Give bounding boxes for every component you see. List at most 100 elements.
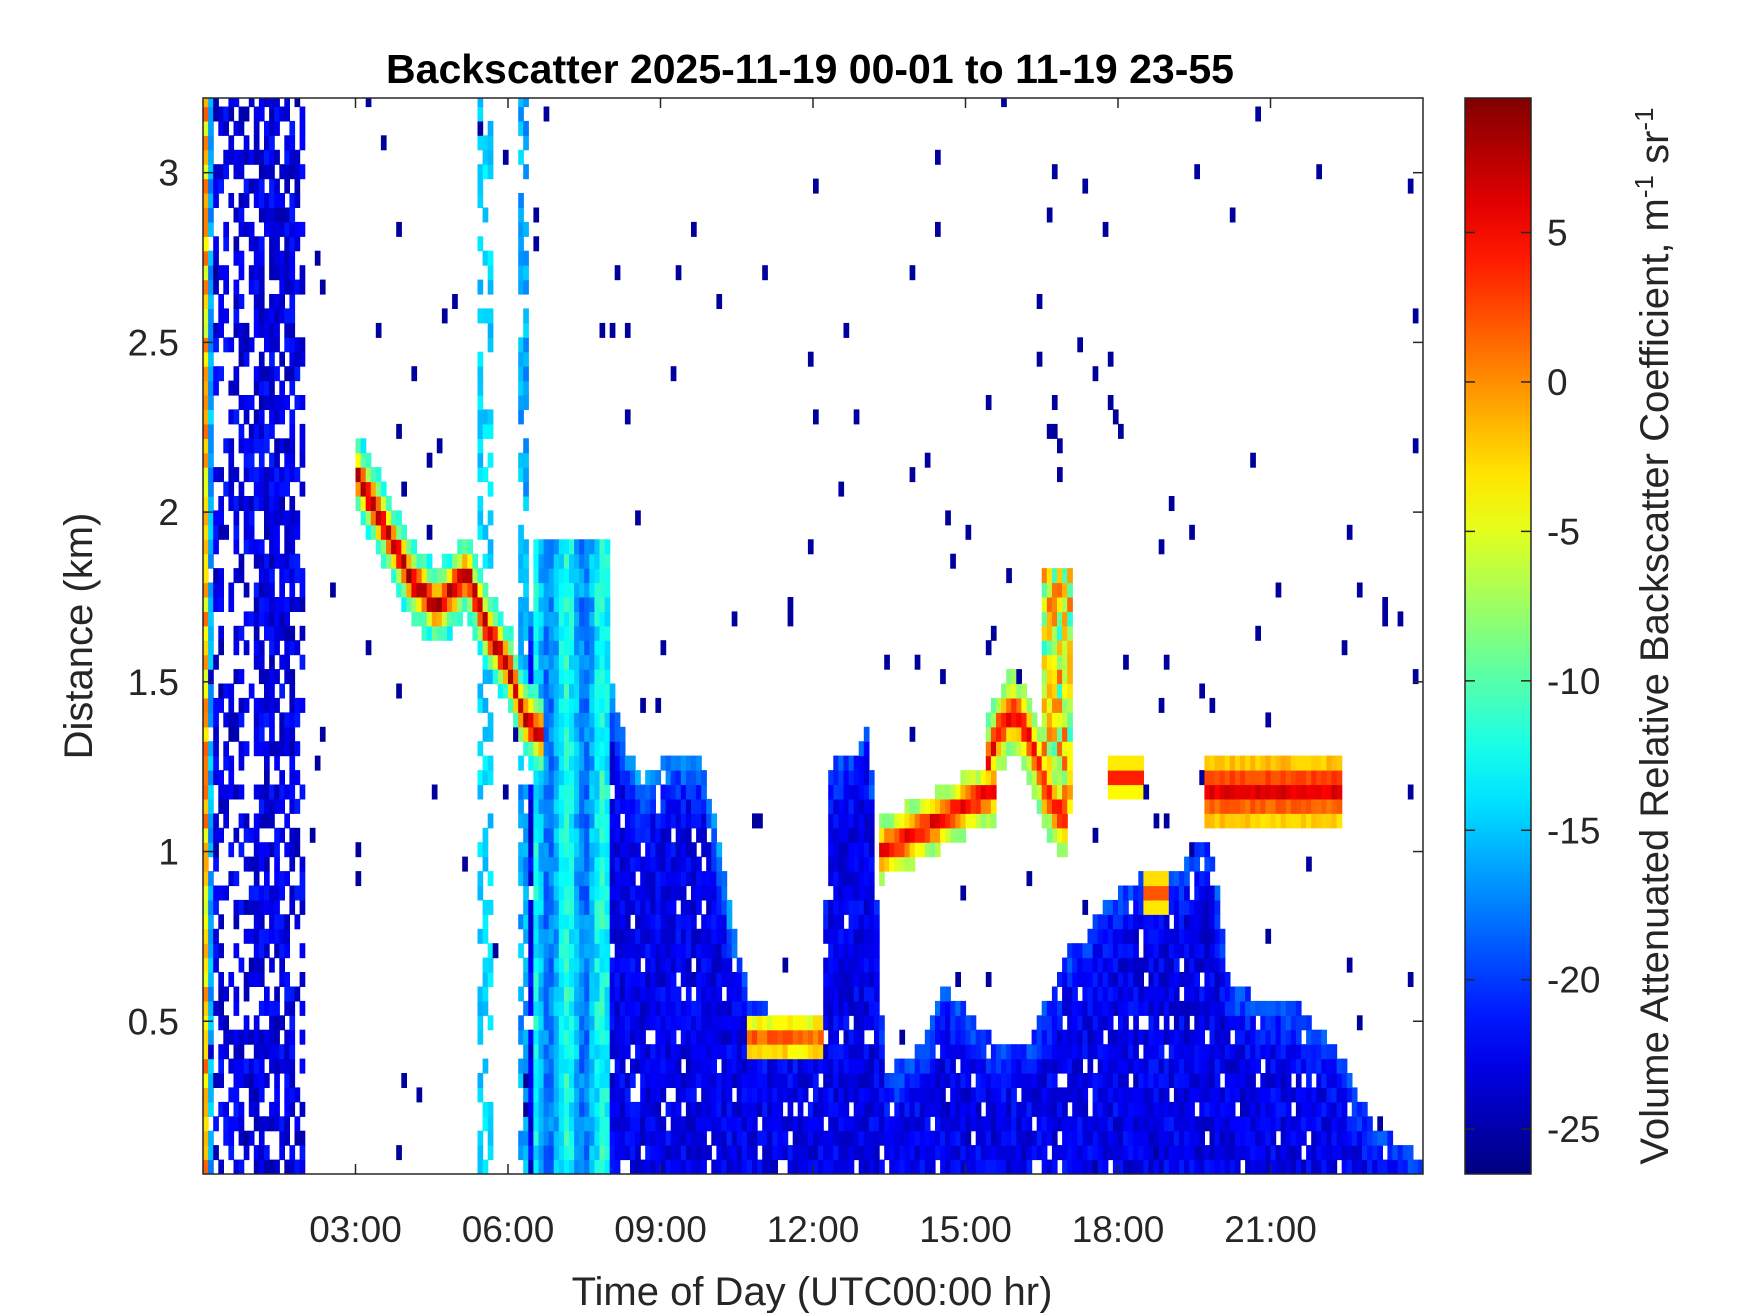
heatmap-cell [833,1073,839,1088]
heatmap-cell [955,1130,961,1146]
heatmap-cell [233,250,240,266]
heatmap-cell [614,712,621,728]
heatmap-cell [203,1000,209,1016]
heatmap-cell [258,669,265,685]
heatmap-cell [665,1058,672,1074]
heatmap-cell [294,914,301,930]
heatmap-cell [813,1145,819,1161]
heatmap-cell [640,1015,646,1031]
heatmap-cell [279,193,285,208]
heatmap-cell [1046,697,1053,713]
heatmap-cell [660,856,667,872]
heatmap-cell [624,1044,631,1060]
heatmap-cell [650,957,656,973]
heatmap-cell [253,943,260,959]
heatmap-cell [279,625,285,641]
heatmap-cell [208,553,214,569]
heatmap-cell [253,1159,260,1174]
heatmap-cell [289,986,296,1002]
heatmap-cell [716,972,723,987]
heatmap-cell [1092,957,1099,973]
heatmap-cell [1321,813,1327,829]
heatmap-cell [716,1159,723,1174]
heatmap-cell [223,524,229,540]
heatmap-cell [1148,957,1155,973]
heatmap-cell [1245,798,1251,814]
heatmap-cell [1001,1130,1007,1146]
heatmap-cell [523,597,529,612]
heatmap-cell [599,1087,606,1103]
heatmap-cell [1224,1116,1231,1132]
heatmap-cell [477,193,484,208]
heatmap-cell [1311,1087,1317,1103]
heatmap-cell [630,928,636,944]
heatmap-cell [563,539,570,555]
heatmap-cell [960,1015,967,1031]
heatmap-cell [914,1101,921,1117]
heatmap-cell [1107,395,1114,410]
heatmap-cell [1087,986,1094,1002]
heatmap-cell [680,827,687,843]
heatmap-cell [1173,957,1180,973]
heatmap-cell [614,770,621,786]
heatmap-cell [858,770,865,786]
heatmap-cell [563,1015,570,1031]
heatmap-cell [1255,1159,1261,1174]
heatmap-cell [731,1159,738,1174]
heatmap-cell [1336,1058,1343,1074]
heatmap-cell [1265,1087,1272,1103]
heatmap-cell [264,1159,270,1174]
heatmap-cell [584,741,590,757]
heatmap-cell [1229,1073,1236,1088]
heatmap-cell [1036,726,1043,742]
heatmap-cell [985,1073,992,1088]
heatmap-cell [589,885,595,901]
heatmap-cell [1072,1101,1078,1117]
heatmap-cell [238,1044,245,1060]
heatmap-cell [630,813,636,829]
heatmap-cell [482,856,489,872]
heatmap-cell [533,1159,540,1174]
heatmap-cell [909,1058,916,1074]
heatmap-cell [1138,755,1144,771]
heatmap-cell [1336,1073,1343,1088]
heatmap-cell [426,553,433,569]
heatmap-cell [563,899,570,915]
heatmap-cell [589,957,595,973]
heatmap-cell [1240,1073,1246,1088]
heatmap-cell [543,813,550,829]
heatmap-cell [604,553,611,569]
heatmap-cell [482,972,489,987]
heatmap-cell [477,1029,484,1045]
heatmap-cell [594,1116,601,1132]
heatmap-cell [1209,1087,1216,1103]
heatmap-cell [518,106,524,122]
heatmap-cell [1041,1058,1048,1074]
heatmap-cell [487,957,494,973]
heatmap-cell [574,813,580,829]
heatmap-cell [1041,1145,1048,1161]
heatmap-cell [563,1073,570,1088]
heatmap-cell [538,1073,545,1088]
heatmap-cell [797,1145,804,1161]
heatmap-cell [670,871,677,887]
y-axis: 0.511.522.53 [128,153,1423,1042]
heatmap-cell [853,1073,860,1088]
heatmap-cell [208,1015,214,1031]
heatmap-cell [1051,1116,1058,1132]
heatmap-cell [1006,1145,1012,1161]
heatmap-cell [640,1058,646,1074]
heatmap-cell [650,784,656,800]
heatmap-cell [802,1073,809,1088]
heatmap-cell [253,380,260,396]
heatmap-cell [996,712,1002,728]
heatmap-cell [528,1029,534,1045]
heatmap-cell [696,770,702,786]
heatmap-cell [487,149,494,165]
heatmap-cell [1118,1101,1124,1117]
heatmap-cell [802,1044,809,1060]
heatmap-cell [1067,986,1073,1002]
heatmap-cell [253,784,260,800]
heatmap-cell [1087,1029,1094,1045]
heatmap-cell [1102,1015,1109,1031]
